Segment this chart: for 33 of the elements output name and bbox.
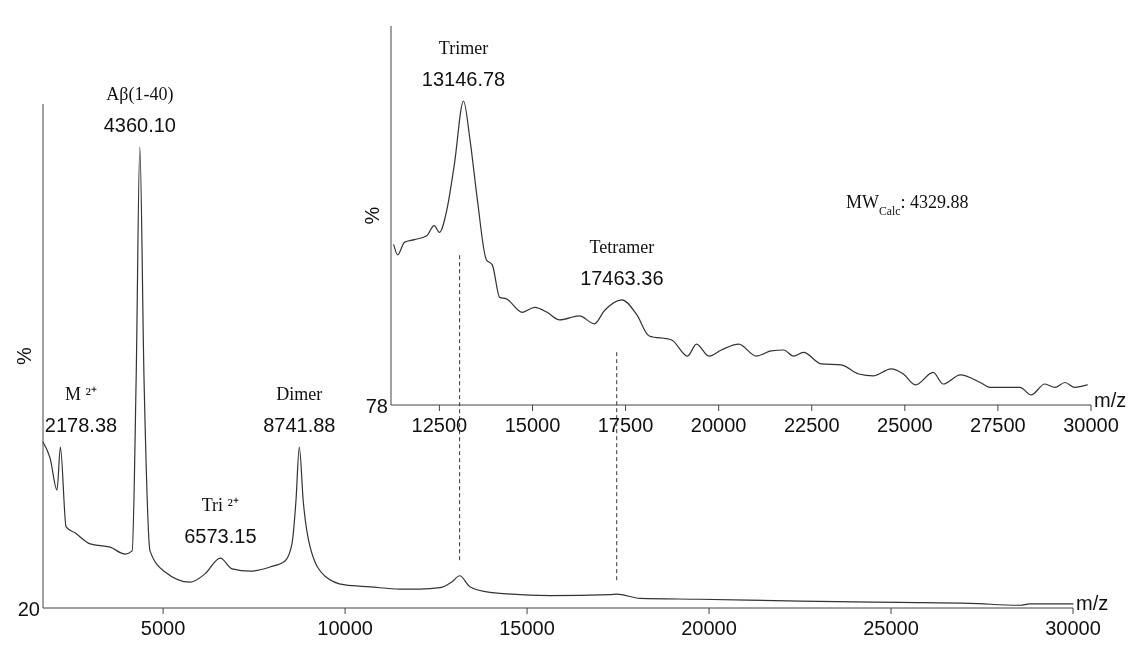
- annotation: MW$_{Calc}$: 4329.88: [846, 191, 969, 218]
- x-tick-label: 20000: [681, 617, 737, 639]
- annotation: 13146.78: [421, 68, 506, 90]
- annotation: M ²⁺: [65, 384, 97, 405]
- text: 20: [17, 598, 40, 620]
- x-axis-title: m/z: [1094, 389, 1127, 411]
- annotation: 6573.15: [184, 525, 257, 548]
- annotation: 2178.38: [44, 414, 118, 437]
- y-axis-title: %: [13, 346, 35, 365]
- annotation: 78: [365, 395, 388, 417]
- x-tick-label: 25000: [877, 414, 933, 436]
- x-tick-label: 27500: [970, 414, 1026, 436]
- x-tick-label: 30000: [1045, 617, 1101, 639]
- x-tick-label: 10000: [317, 617, 373, 639]
- x-tick-label: 30000: [1063, 414, 1119, 436]
- x-axis-title: m/z: [1076, 592, 1109, 614]
- annotation: 4360.10: [103, 114, 176, 136]
- x-tick-label: 20000: [690, 414, 747, 436]
- annotation: Tri ²⁺: [201, 495, 239, 516]
- x-tick-label: 5000: [140, 617, 186, 639]
- annotation: Dimer: [276, 384, 323, 405]
- annotation: 8741.88: [263, 414, 336, 437]
- annotation: Tetramer: [589, 236, 655, 257]
- annotation: 17463.36: [580, 266, 664, 289]
- x-tick-label: 25000: [863, 617, 919, 639]
- x-tick-label: 22500: [783, 414, 840, 436]
- x-tick-label: 12500: [411, 414, 468, 436]
- x-tick-label: 15000: [504, 414, 561, 436]
- x-tick-label: 17500: [597, 414, 654, 436]
- annotation: Aβ(1-40): [106, 84, 174, 105]
- x-tick-label: 15000: [499, 617, 555, 639]
- annotation: Trimer: [438, 38, 489, 58]
- y-axis-title: %: [361, 206, 383, 225]
